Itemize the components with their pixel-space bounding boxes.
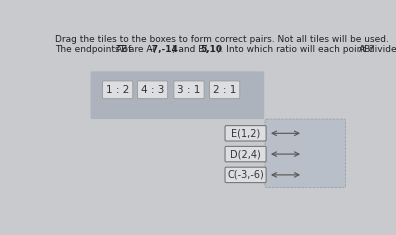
Text: C(-3,-6): C(-3,-6) [227,170,264,180]
Text: 4 : 3: 4 : 3 [141,85,164,95]
Text: E(1,2): E(1,2) [231,128,260,138]
Text: -7,-14: -7,-14 [149,45,179,54]
Text: ?: ? [368,45,373,54]
Text: D(2,4): D(2,4) [230,149,261,159]
FancyBboxPatch shape [209,81,240,99]
Text: 1 : 2: 1 : 2 [106,85,129,95]
Text: 2 : 1: 2 : 1 [213,85,236,95]
FancyBboxPatch shape [91,71,264,119]
FancyBboxPatch shape [265,119,346,188]
FancyBboxPatch shape [225,125,266,141]
Text: ). Into which ratio will each point divide: ). Into which ratio will each point divi… [217,45,396,54]
FancyBboxPatch shape [225,167,266,183]
Text: The endpoints of: The endpoints of [55,45,134,54]
FancyBboxPatch shape [225,146,266,162]
FancyBboxPatch shape [137,81,168,99]
Text: ) and B(: ) and B( [172,45,208,54]
Text: 5,10: 5,10 [200,45,222,54]
FancyBboxPatch shape [103,81,133,99]
Text: 3 : 1: 3 : 1 [177,85,201,95]
Text: Drag the tiles to the boxes to form correct pairs. Not all tiles will be used.: Drag the tiles to the boxes to form corr… [55,35,389,44]
FancyBboxPatch shape [174,81,204,99]
Text: AB: AB [116,45,128,54]
Text: are A(: are A( [126,45,156,54]
Text: AB: AB [358,45,371,54]
